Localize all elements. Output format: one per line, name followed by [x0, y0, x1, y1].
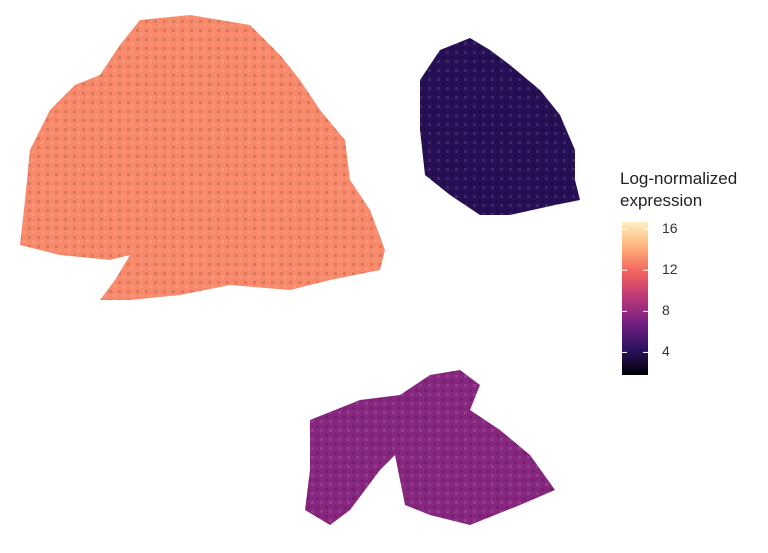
colorbar-tick-label: 8 [662, 302, 670, 318]
colorbar [622, 222, 648, 375]
colorbar-tick-label: 16 [662, 220, 678, 236]
tissue-texture [420, 38, 580, 215]
tissue-sections [20, 15, 580, 525]
legend-title: Log-normalized expression [620, 169, 738, 210]
colorbar-tick-label: 4 [662, 343, 670, 359]
tissue-texture [20, 15, 385, 300]
colorbar-tick-label: 12 [662, 261, 678, 277]
tissue-texture [305, 370, 555, 525]
